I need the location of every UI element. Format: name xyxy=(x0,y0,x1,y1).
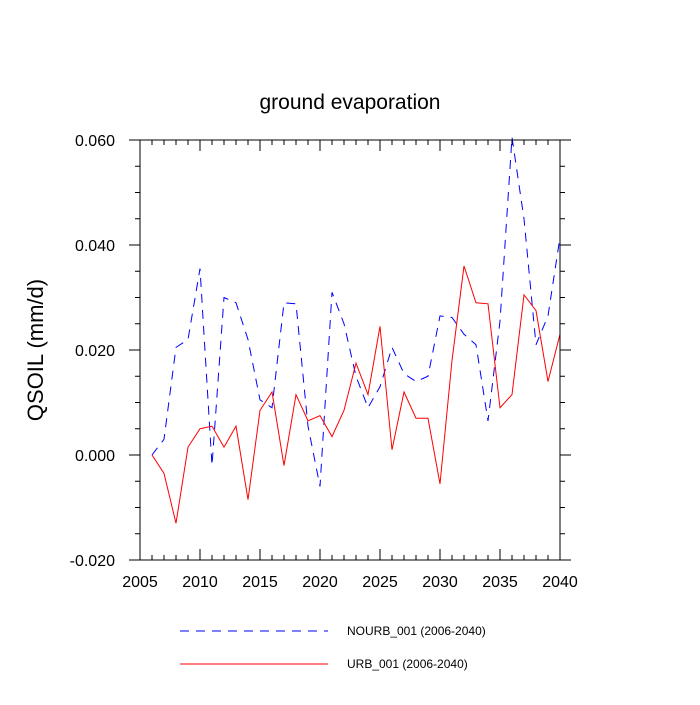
legend-label-urb: URB_001 (2006-2040) xyxy=(347,657,468,671)
x-tick-label: 2010 xyxy=(182,574,218,591)
chart-title: ground evaporation xyxy=(260,91,441,114)
y-tick-label: 0.020 xyxy=(75,343,115,360)
x-tick-label: 2025 xyxy=(362,574,398,591)
y-tick-label: 0.040 xyxy=(75,238,115,255)
legend-label-nourb: NOURB_001 (2006-2040) xyxy=(347,624,486,638)
series-line-nourb xyxy=(151,137,561,487)
y-axis-label: QSOIL (mm/d) xyxy=(23,279,48,421)
series-line-urb xyxy=(151,265,561,524)
x-tick-label: 2030 xyxy=(422,574,458,591)
y-tick-label: 0.000 xyxy=(75,448,115,465)
y-axis-tick-labels: -0.020 0.000 0.020 0.040 0.060 xyxy=(70,133,115,570)
y-axis-ticks xyxy=(129,139,571,561)
plot-frame xyxy=(139,139,561,561)
x-tick-label: 2020 xyxy=(302,574,338,591)
y-tick-label: -0.020 xyxy=(70,553,115,570)
x-tick-label: 2005 xyxy=(122,574,158,591)
series-lines xyxy=(151,137,561,524)
x-axis-tick-labels: 2005 2010 2015 2020 2025 2030 2035 2040 xyxy=(122,574,578,591)
x-tick-label: 2040 xyxy=(542,574,578,591)
y-tick-label: 0.060 xyxy=(75,133,115,150)
x-tick-label: 2035 xyxy=(482,574,518,591)
legend: NOURB_001 (2006-2040) URB_001 (2006-2040… xyxy=(180,624,486,671)
x-tick-label: 2015 xyxy=(242,574,278,591)
